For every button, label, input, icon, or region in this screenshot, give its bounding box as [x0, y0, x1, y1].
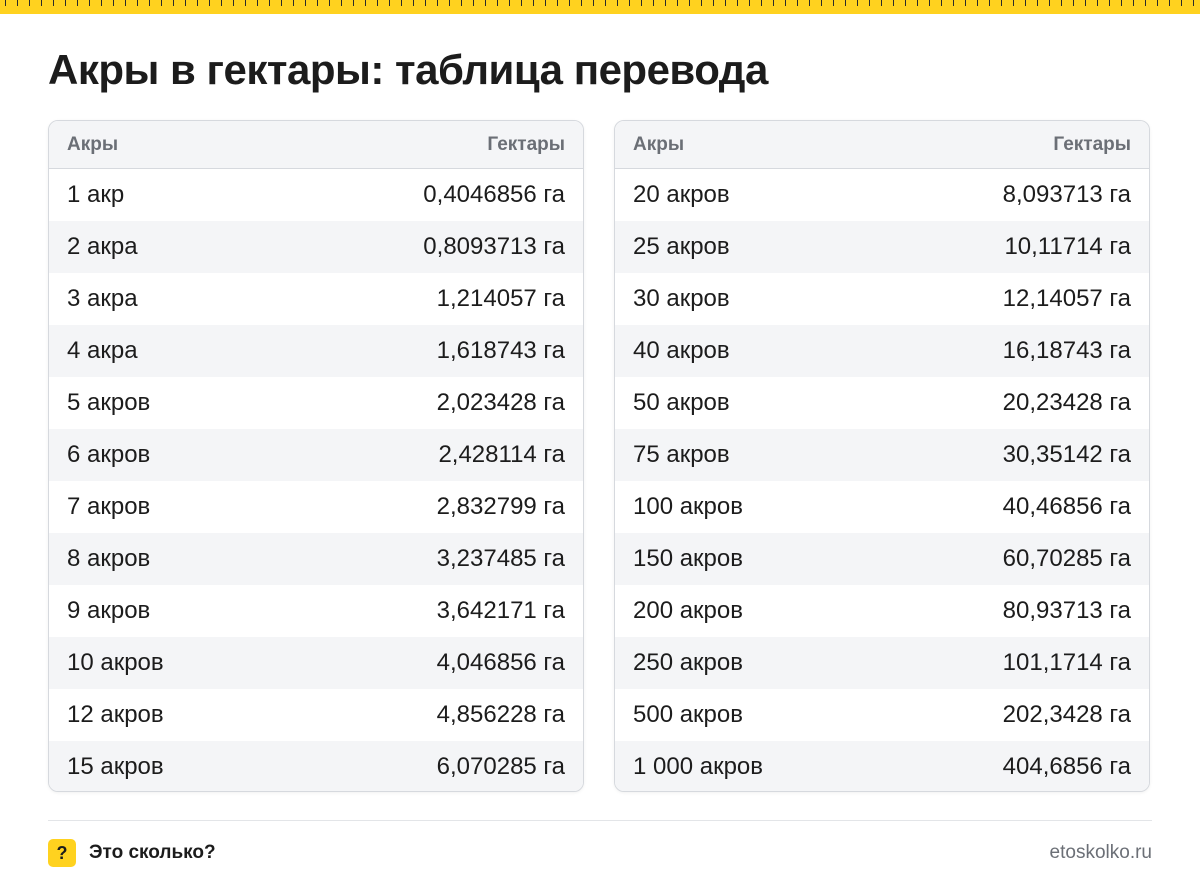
ruler-decoration	[0, 0, 1200, 14]
hectares-cell: 4,046856 га	[436, 649, 565, 676]
acres-cell: 20 акров	[633, 181, 730, 208]
table-row: 4 акра 1,618743 га	[49, 325, 583, 377]
table-row: 5 акров 2,023428 га	[49, 377, 583, 429]
hectares-cell: 8,093713 га	[1002, 181, 1131, 208]
page-title: Акры в гектары: таблица перевода	[48, 46, 768, 93]
acres-cell: 10 акров	[67, 649, 164, 676]
acres-cell: 25 акров	[633, 233, 730, 260]
acres-cell: 200 акров	[633, 597, 744, 624]
table-body: 20 акров 8,093713 га 25 акров 10,11714 га 30…	[615, 169, 1149, 791]
table-row: 1 акр 0,4046856 га	[49, 169, 583, 221]
acres-cell: 6 акров	[67, 441, 151, 468]
hectares-cell: 10,11714 га	[1004, 233, 1131, 260]
table-row: 9 акров 3,642171 га	[49, 585, 583, 637]
table-row: 2 акра 0,8093713 га	[49, 221, 583, 273]
table-row: 500 акров 202,3428 га	[615, 689, 1149, 741]
hectares-cell: 20,23428 га	[1002, 389, 1131, 416]
footer-divider	[48, 820, 1152, 821]
table-row: 12 акров 4,856228 га	[49, 689, 583, 741]
acres-cell: 150 акров	[633, 545, 744, 572]
hectares-cell: 2,023428 га	[436, 389, 565, 416]
table-row: 200 акров 80,93713 га	[615, 585, 1149, 637]
table-header: Акры Гектары	[615, 121, 1149, 169]
hectares-cell: 101,1714 га	[1002, 649, 1131, 676]
table-row: 25 акров 10,11714 га	[615, 221, 1149, 273]
acres-cell: 30 акров	[633, 285, 730, 312]
hectares-cell: 16,18743 га	[1002, 337, 1131, 364]
table-row: 8 акров 3,237485 га	[49, 533, 583, 585]
hectares-cell: 12,14057 га	[1002, 285, 1131, 312]
table-row: 150 акров 60,70285 га	[615, 533, 1149, 585]
hectares-cell: 6,070285 га	[436, 753, 565, 780]
acres-cell: 5 акров	[67, 389, 151, 416]
acres-cell: 500 акров	[633, 701, 744, 728]
column-header-acres: Акры	[633, 133, 685, 155]
table-row: 20 акров 8,093713 га	[615, 169, 1149, 221]
acres-cell: 40 акров	[633, 337, 730, 364]
acres-cell: 1 000 акров	[633, 753, 764, 780]
acres-cell: 8 акров	[67, 545, 151, 572]
hectares-cell: 2,428114 га	[438, 441, 565, 468]
hectares-cell: 2,832799 га	[436, 493, 565, 520]
table-row: 40 акров 16,18743 га	[615, 325, 1149, 377]
acres-cell: 75 акров	[633, 441, 730, 468]
hectares-cell: 3,642171 га	[436, 597, 565, 624]
hectares-cell: 0,8093713 га	[423, 233, 565, 260]
acres-cell: 50 акров	[633, 389, 730, 416]
acres-cell: 12 акров	[67, 701, 164, 728]
table-row: 7 акров 2,832799 га	[49, 481, 583, 533]
column-header-acres: Акры	[67, 133, 119, 155]
table-body: 1 акр 0,4046856 га 2 акра 0,8093713 га 3 акр…	[49, 169, 583, 791]
table-row: 250 акров 101,1714 га	[615, 637, 1149, 689]
brand-name: Это сколько?	[89, 842, 216, 863]
hectares-cell: 0,4046856 га	[423, 181, 565, 208]
question-icon: ?	[48, 839, 76, 867]
hectares-cell: 202,3428 га	[1002, 701, 1131, 728]
column-header-hectares: Гектары	[487, 133, 565, 155]
acres-cell: 3 акра	[67, 285, 138, 312]
hectares-cell: 80,93713 га	[1002, 597, 1131, 624]
acres-cell: 15 акров	[67, 753, 164, 780]
hectares-cell: 3,237485 га	[436, 545, 565, 572]
column-header-hectares: Гектары	[1053, 133, 1131, 155]
acres-cell: 2 акра	[67, 233, 138, 260]
site-url: etoskolko.ru	[1049, 842, 1152, 863]
table-row: 1 000 акров 404,6856 га	[615, 741, 1149, 791]
table-row: 3 акра 1,214057 га	[49, 273, 583, 325]
hectares-cell: 1,618743 га	[436, 337, 565, 364]
table-row: 100 акров 40,46856 га	[615, 481, 1149, 533]
table-row: 30 акров 12,14057 га	[615, 273, 1149, 325]
acres-cell: 250 акров	[633, 649, 744, 676]
hectares-cell: 4,856228 га	[436, 701, 565, 728]
table-row: 75 акров 30,35142 га	[615, 429, 1149, 481]
table-header: Акры Гектары	[49, 121, 583, 169]
hectares-cell: 404,6856 га	[1002, 753, 1131, 780]
table-row: 6 акров 2,428114 га	[49, 429, 583, 481]
hectares-cell: 60,70285 га	[1002, 545, 1131, 572]
acres-cell: 7 акров	[67, 493, 151, 520]
table-row: 10 акров 4,046856 га	[49, 637, 583, 689]
acres-cell: 9 акров	[67, 597, 151, 624]
hectares-cell: 1,214057 га	[436, 285, 565, 312]
conversion-table-left: Акры Гектары 1 акр 0,4046856 га 2 акра 0,80…	[48, 120, 584, 792]
acres-cell: 100 акров	[633, 493, 744, 520]
hectares-cell: 40,46856 га	[1002, 493, 1131, 520]
acres-cell: 1 акр	[67, 181, 125, 208]
table-row: 50 акров 20,23428 га	[615, 377, 1149, 429]
conversion-table-right: Акры Гектары 20 акров 8,093713 га 25 акров…	[614, 120, 1150, 792]
hectares-cell: 30,35142 га	[1002, 441, 1131, 468]
table-row: 15 акров 6,070285 га	[49, 741, 583, 791]
acres-cell: 4 акра	[67, 337, 138, 364]
